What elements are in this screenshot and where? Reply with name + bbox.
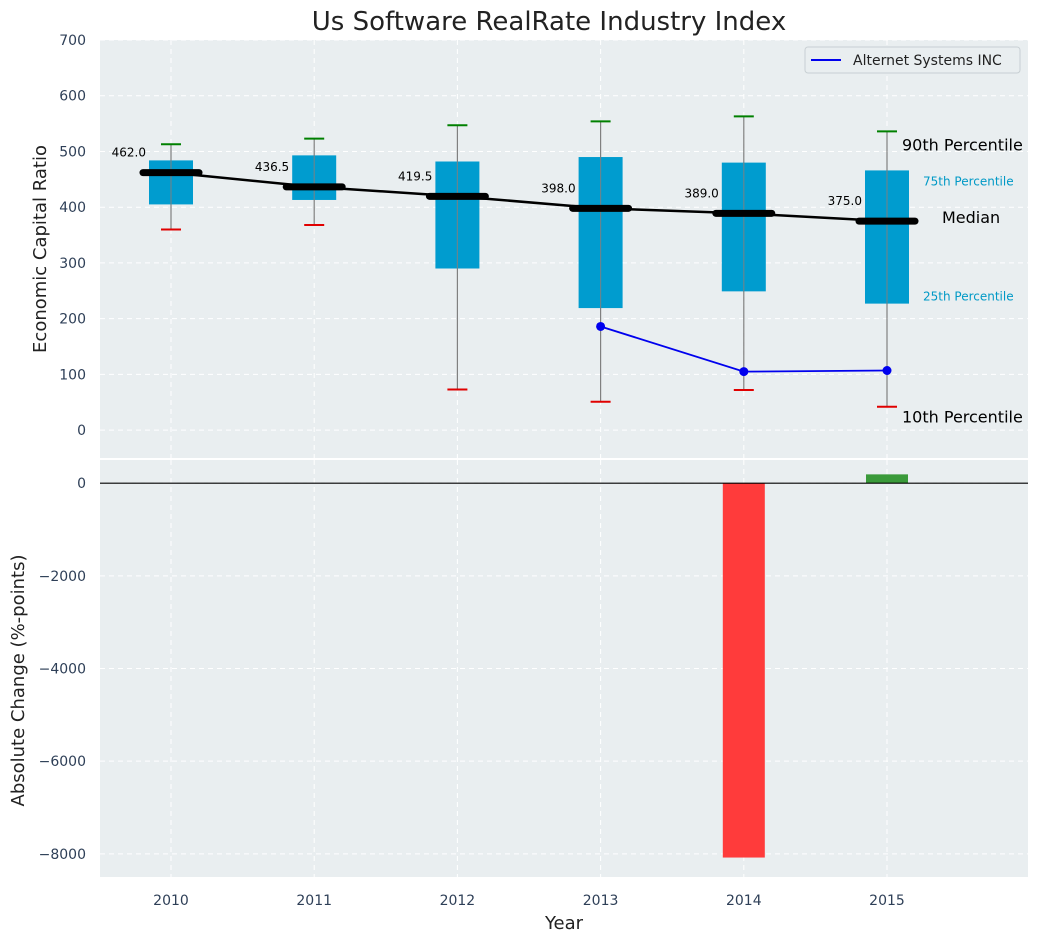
top-plot-area: Alternet Systems INC [100,39,1028,458]
median-annotation: Median [942,208,1000,227]
top-y-tick-label: 700 [59,33,86,49]
top-y-tick-label: 200 [59,312,86,328]
median-value-label: 462.0 [112,146,146,160]
x-tick-label: 2012 [440,893,476,909]
bottom-y-tick-label: −6000 [39,754,86,770]
top-y-tick-label: 400 [59,200,86,216]
median-value-label: 419.5 [398,169,432,183]
median-value-label: 375.0 [828,194,862,208]
p10-annotation: 10th Percentile [902,408,1023,427]
median-value-label: 389.0 [684,186,718,200]
legend-box [804,46,1021,74]
bottom-plot-area [100,460,1028,877]
top-y-axis-title: Economic Capital Ratio [30,145,51,353]
median-value-label: 398.0 [541,181,575,195]
median-value-label: 436.5 [255,160,289,174]
p90-annotation: 90th Percentile [902,135,1023,154]
company-series-point [739,367,749,377]
company-series-point [882,365,892,375]
p25-annotation: 25th Percentile [923,290,1014,304]
top-y-tick-label: 500 [59,144,86,160]
x-tick-label: 2010 [153,893,189,909]
x-tick-label: 2014 [726,893,762,909]
bottom-y-tick-label: −4000 [39,662,86,678]
chart-title: Us Software RealRate Industry Index [312,7,786,37]
bottom-y-tick-label: −8000 [39,847,86,863]
x-tick-label: 2015 [869,893,905,909]
legend: Alternet Systems INC [804,46,1021,74]
p75-annotation: 75th Percentile [923,174,1014,188]
company-series-point [596,321,606,331]
x-tick-label: 2013 [583,893,619,909]
chart-texts: 0 100 200 300 400 500 600 700 0 −2000 −4000 −6000 −8… [8,7,1023,934]
change-bar [722,483,765,858]
bottom-y-axis-title: Absolute Change (%-points) [8,555,29,807]
top-y-tick-label: 300 [59,256,86,272]
top-y-tick-label: 0 [77,423,86,439]
top-y-tick-label: 600 [59,89,86,105]
legend-label: Alternet Systems INC [853,53,1002,69]
x-axis-title: Year [544,913,584,934]
bottom-y-tick-label: 0 [77,476,86,492]
change-bar [866,474,908,484]
bottom-y-tick-label: −2000 [39,569,86,585]
x-tick-label: 2011 [296,893,332,909]
top-y-tick-label: 100 [59,367,86,383]
